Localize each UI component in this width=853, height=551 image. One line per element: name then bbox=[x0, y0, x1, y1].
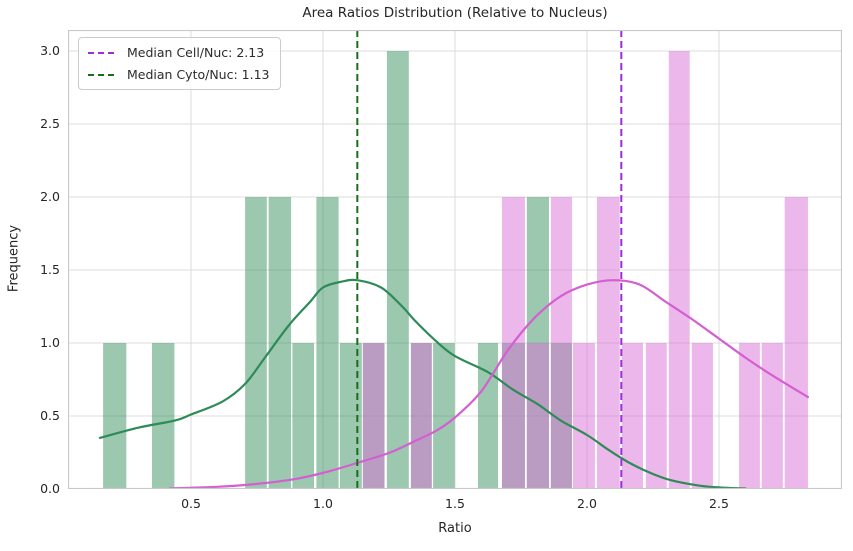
x-tick-label: 1.5 bbox=[445, 496, 465, 511]
x-tick-label: 0.5 bbox=[181, 496, 201, 511]
cell-histogram-bar bbox=[362, 343, 385, 489]
y-tick-label: 0.0 bbox=[40, 481, 60, 496]
cyto-histogram-bar bbox=[433, 343, 455, 489]
y-tick-label: 1.0 bbox=[40, 335, 60, 350]
y-tick-label: 0.5 bbox=[40, 408, 60, 423]
legend-dash-swatch bbox=[88, 73, 118, 76]
x-axis-label: Ratio bbox=[438, 521, 472, 536]
legend: Median Cell/Nuc: 2.13 Median Cyto/Nuc: 1.… bbox=[78, 37, 281, 90]
cyto-histogram-bar bbox=[316, 197, 339, 489]
y-tick-label: 3.0 bbox=[40, 43, 60, 59]
cell-histogram-bar bbox=[645, 343, 667, 489]
cyto-histogram-bar bbox=[103, 343, 127, 489]
legend-label: Median Cyto/Nuc: 1.13 bbox=[127, 67, 270, 82]
cyto-histogram-bar bbox=[292, 343, 315, 489]
x-tick-label: 2.5 bbox=[709, 496, 729, 511]
histogram-plot bbox=[68, 30, 842, 489]
cell-histogram-bar bbox=[597, 197, 620, 489]
cell-histogram-bar bbox=[550, 197, 572, 489]
cyto-histogram-bar bbox=[268, 197, 292, 489]
cell-histogram-bar bbox=[573, 343, 595, 489]
legend-entry: Median Cyto/Nuc: 1.13 bbox=[88, 65, 270, 84]
y-axis-label: Frequency bbox=[6, 224, 22, 293]
legend-label: Median Cell/Nuc: 2.13 bbox=[127, 45, 265, 60]
cyto-histogram-bar bbox=[245, 197, 267, 489]
cell-histogram-bar bbox=[668, 51, 690, 489]
legend-dash-swatch bbox=[88, 51, 118, 54]
y-tick-label: 2.5 bbox=[40, 116, 60, 132]
cell-histogram-bar bbox=[410, 343, 432, 489]
cyto-kde-curve bbox=[98, 278, 747, 489]
cell-histogram-bar bbox=[739, 343, 760, 489]
cell-histogram-bar bbox=[621, 343, 643, 489]
cell-histogram-bar bbox=[691, 343, 713, 489]
x-tick-label: 2.0 bbox=[577, 496, 597, 511]
cell-kde-curve bbox=[168, 279, 809, 489]
chart-title: Area Ratios Distribution (Relative to Nu… bbox=[302, 5, 608, 21]
cyto-histogram-bar bbox=[477, 343, 499, 489]
y-tick-label: 2.0 bbox=[40, 189, 60, 204]
cyto-histogram-bar bbox=[151, 343, 175, 489]
cell-histogram-bar bbox=[784, 197, 808, 489]
cell-histogram-bar bbox=[761, 343, 783, 489]
plot-area bbox=[68, 30, 842, 489]
legend-entry: Median Cell/Nuc: 2.13 bbox=[88, 43, 270, 62]
y-tick-label: 1.5 bbox=[40, 262, 60, 277]
cell-histogram-bar bbox=[526, 343, 549, 489]
cyto-histogram-bar bbox=[386, 51, 409, 489]
x-tick-label: 1.0 bbox=[313, 496, 333, 511]
axes-spines bbox=[68, 30, 842, 489]
